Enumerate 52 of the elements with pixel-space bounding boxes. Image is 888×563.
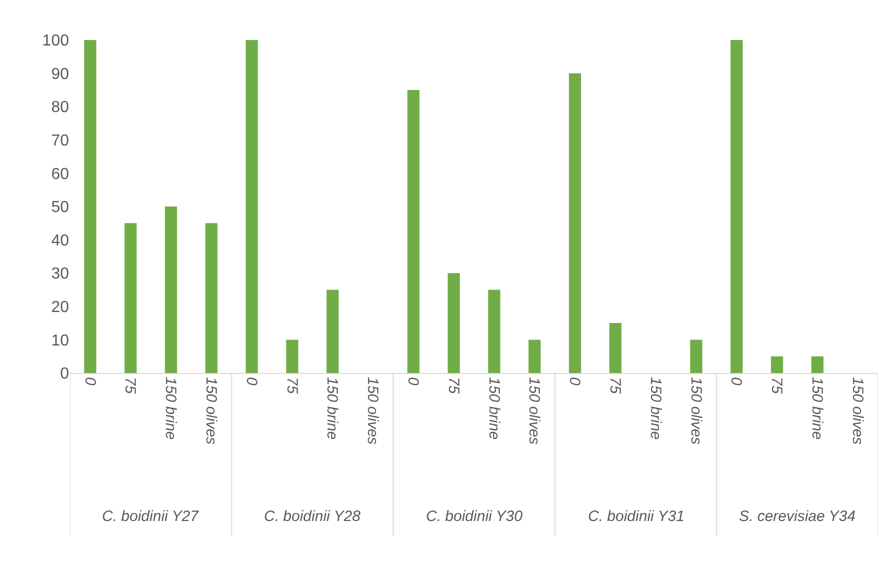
x-tick-label: 0	[566, 377, 584, 386]
bar	[164, 206, 178, 373]
bar	[124, 223, 137, 373]
x-tick-label: 150 brine	[646, 377, 664, 440]
x-tick-label: 150 olives	[526, 377, 543, 446]
bar	[528, 340, 541, 373]
y-tick-label: 80	[51, 99, 70, 116]
bar	[84, 40, 96, 373]
x-tick-label: 75	[444, 377, 462, 394]
x-tick-label: 0	[81, 377, 98, 386]
bar	[205, 223, 218, 373]
x-tick-label: 75	[122, 377, 139, 394]
x-tick-label: 150 brine	[324, 377, 341, 440]
y-tick-label: 60	[51, 166, 70, 183]
bar	[770, 356, 784, 373]
bar	[568, 73, 582, 373]
bar	[690, 340, 702, 373]
text: C. boidinii Y27	[102, 508, 200, 525]
y-tick-label: 70	[51, 132, 70, 150]
x-tick-label: 75	[768, 377, 786, 394]
bar	[246, 40, 258, 373]
x-tick-label: 150 brine	[162, 377, 180, 440]
x-tick-label: 150 olives	[848, 377, 866, 446]
bar	[488, 290, 500, 373]
bar	[730, 40, 743, 373]
bar	[326, 290, 339, 373]
x-tick-label: 150 olives	[202, 377, 220, 446]
x-tick-label: 0	[242, 377, 260, 386]
text: S. cerevisiae Y34	[739, 508, 856, 525]
x-tick-label: 150 olives	[687, 377, 704, 446]
x-tick-label: 150 brine	[808, 377, 826, 440]
y-tick-label: 50	[51, 199, 70, 216]
y-tick-label: 90	[51, 66, 70, 83]
y-tick-label: 30	[51, 266, 70, 283]
x-tick-label: 150 brine	[485, 377, 502, 440]
bar	[609, 323, 622, 373]
y-tick-label: 10	[51, 332, 70, 350]
y-tick-label: 40	[51, 232, 70, 250]
bar	[286, 340, 298, 373]
bar	[448, 273, 460, 373]
y-tick-label: 100	[42, 32, 70, 50]
x-tick-label: 150 olives	[364, 377, 382, 446]
text: C. boidinii Y31	[588, 508, 684, 525]
x-tick-label: 0	[728, 377, 745, 386]
x-tick-label: 0	[404, 377, 422, 386]
bar	[811, 356, 824, 373]
text: C. boidinii Y28	[264, 508, 362, 525]
x-tick-label: 75	[606, 377, 624, 394]
bar	[407, 90, 420, 373]
x-tick-label: 75	[283, 377, 300, 394]
text: C. boidinii Y30	[426, 508, 524, 525]
y-tick-label: 20	[51, 299, 70, 316]
